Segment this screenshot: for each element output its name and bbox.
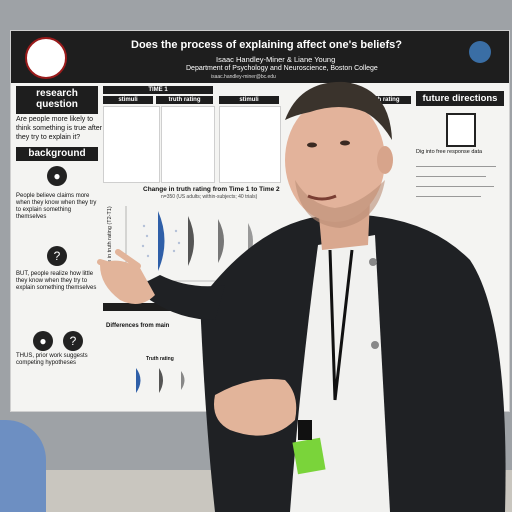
university-seal-icon: [25, 37, 67, 79]
background-text-1: People believe claims more when they kno…: [16, 193, 97, 220]
rating-panel-1: [161, 106, 215, 183]
violin-plot: [125, 206, 271, 282]
stimulus-panel-1: [103, 106, 160, 183]
poster-email: isaac.handley-miner@bc.edu: [211, 74, 276, 80]
pilot-data-label: PILOT DATA: [103, 303, 278, 311]
research-poster: Does the process of explaining affect on…: [10, 30, 510, 412]
truth-rating-label-2: truth rating: [356, 96, 411, 104]
research-question-heading: research question: [16, 86, 98, 114]
truth-rating-label: truth rating: [156, 96, 213, 104]
violin-2: [188, 216, 194, 266]
small-violin-plot: [136, 368, 185, 393]
stimulus-panel-2: [219, 106, 281, 183]
text-line: [416, 186, 494, 187]
head-lightbulb-icon-2: ●: [33, 331, 53, 351]
poster-authors: Isaac Handley-Miner & Liane Young: [216, 55, 336, 64]
poster-title: Does the process of explaining affect on…: [131, 39, 402, 51]
future-directions-heading: future directions: [416, 91, 504, 106]
small-plot-title: Truth rating: [146, 356, 174, 362]
text-line: [416, 166, 496, 167]
background-text-3: THUS, prior work suggests competing hypo…: [16, 353, 88, 366]
time1-label: TIME 1: [103, 86, 213, 94]
future-directions-text: Dig into free response data: [416, 149, 483, 155]
y-axis-label: Change in truth rating (T2-T1): [107, 206, 113, 279]
text-line: [416, 196, 481, 197]
research-question-text: Are people more likely to think somethin…: [16, 116, 102, 141]
plot-subtitle: n=350 (US adults; within-subjects; 40 tr…: [161, 194, 258, 200]
head-question-icon: ?: [47, 246, 67, 266]
background-heading: background: [16, 147, 98, 161]
violin-4: [248, 223, 253, 259]
text-line: [416, 176, 486, 177]
stimuli-label: stimuli: [103, 96, 153, 104]
background-text-2: BUT, people realize how little they know…: [16, 271, 97, 291]
head-question-icon-2: ?: [63, 331, 83, 351]
plot-title: Change in truth rating from Time 1 to Ti…: [143, 186, 280, 193]
document-icon: [446, 113, 476, 147]
violin-1: [158, 211, 165, 271]
head-lightbulb-icon: ●: [47, 166, 67, 186]
poster-affiliation: Department of Psychology and Neuroscienc…: [186, 65, 378, 72]
x-axis-label: Condition: [191, 291, 215, 297]
floor: [0, 470, 512, 512]
poster-header: Does the process of explaining affect on…: [11, 31, 509, 83]
lab-logo-icon: [469, 41, 491, 63]
violin-3: [218, 219, 224, 263]
stimuli-label-2: stimuli: [219, 96, 279, 104]
differences-title: Differences from main: [106, 323, 170, 329]
